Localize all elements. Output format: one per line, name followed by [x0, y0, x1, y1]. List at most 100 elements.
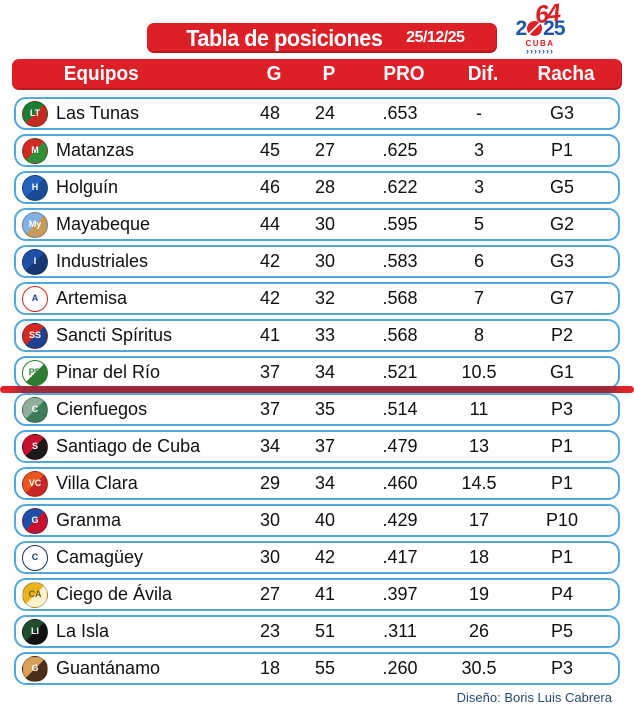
team-wins: 44	[259, 214, 281, 234]
standings-rows: LT Las Tunas 48 24 .653 - G3 M Matanzas …	[0, 97, 634, 685]
team-logo-initials: C	[31, 404, 39, 414]
team-losses: 34	[314, 473, 336, 493]
team-row: C Camagüey 30 42 .417 18 P1	[14, 541, 620, 574]
team-average: .521	[382, 362, 418, 382]
team-losses: 51	[314, 621, 336, 641]
team-wins: 48	[259, 103, 281, 123]
team-logo-icon: A	[22, 285, 48, 312]
team-logo-icon: I	[22, 248, 48, 275]
team-streak: P3	[550, 658, 574, 678]
team-streak: P1	[550, 436, 574, 456]
team-losses: 40	[314, 510, 336, 530]
team-name: Matanzas	[56, 140, 135, 160]
team-name: Camagüey	[56, 547, 144, 567]
team-losses: 55	[314, 658, 336, 678]
team-row: C Cienfuegos 37 35 .514 11 P3	[14, 393, 620, 426]
team-wins: 23	[259, 621, 281, 641]
team-streak: P3	[550, 399, 574, 419]
series-64-logo: 64 2 25 CUBA ›››››››	[498, 0, 582, 58]
team-streak: G7	[549, 288, 574, 308]
column-games-behind: Dif.	[467, 63, 499, 85]
team-row: G Granma 30 40 .429 17 P10	[14, 504, 620, 537]
team-wins: 18	[259, 658, 281, 678]
team-name: Ciego de Ávila	[56, 584, 173, 604]
column-equipos: Equipos	[63, 63, 139, 85]
team-logo-icon: C	[22, 544, 48, 571]
team-wins: 42	[259, 251, 281, 271]
team-logo-initials: C	[31, 552, 39, 562]
team-streak: P1	[550, 473, 574, 493]
team-wins: 42	[259, 288, 281, 308]
column-average: PRO	[383, 63, 425, 85]
team-average: .568	[382, 288, 418, 308]
team-row: M Matanzas 45 27 .625 3 P1	[14, 134, 620, 167]
team-name: Villa Clara	[56, 473, 138, 493]
team-games-behind: 30.5	[461, 658, 497, 678]
team-average: .417	[382, 547, 418, 567]
team-games-behind: 7	[473, 288, 484, 308]
team-losses: 30	[314, 214, 336, 234]
team-logo-initials: LT	[29, 108, 41, 118]
team-name: La Isla	[56, 621, 110, 641]
team-logo-initials: H	[31, 182, 39, 192]
team-logo-icon: G	[22, 655, 48, 682]
team-losses: 33	[314, 325, 336, 345]
team-average: .311	[383, 621, 417, 641]
column-losses: P	[322, 63, 336, 85]
team-losses: 32	[314, 288, 336, 308]
team-logo-icon: M	[22, 137, 48, 164]
team-average: .397	[382, 584, 418, 604]
team-name: Industriales	[56, 251, 149, 271]
team-wins: 27	[259, 584, 281, 604]
team-row: LT Las Tunas 48 24 .653 - G3	[14, 97, 620, 130]
design-credit: Diseño: Boris Luis Cabrera	[456, 690, 612, 705]
series-number: 64	[533, 0, 561, 30]
team-logo-initials: M	[31, 145, 39, 155]
column-streak: Racha	[537, 63, 595, 85]
team-row: VC Villa Clara 29 34 .460 14.5 P1	[14, 467, 620, 500]
team-logo-icon: CA	[22, 581, 48, 608]
team-name: Granma	[56, 510, 122, 530]
team-average: .460	[382, 473, 418, 493]
team-wins: 34	[259, 436, 281, 456]
team-logo-icon: SS	[22, 322, 48, 349]
team-games-behind: 26	[468, 621, 490, 641]
column-wins: G	[266, 63, 282, 85]
team-games-behind: 6	[473, 251, 484, 271]
team-average: .260	[382, 658, 418, 678]
team-logo-initials: My	[28, 219, 42, 229]
team-name: Artemisa	[56, 288, 128, 308]
team-logo-icon: LT	[22, 100, 48, 127]
team-average: .568	[382, 325, 418, 345]
title-bar: Tabla de posiciones 25/12/25	[147, 23, 497, 53]
team-games-behind: -	[476, 103, 482, 123]
team-streak: G1	[549, 362, 574, 382]
team-row: SS Sancti Spíritus 41 33 .568 8 P2	[14, 319, 620, 352]
team-wins: 30	[259, 547, 281, 567]
team-row: PR Pinar del Río 37 34 .521 10.5 G1	[14, 356, 620, 389]
team-row: G Guantánamo 18 55 .260 30.5 P3	[14, 652, 620, 685]
team-logo-initials: G	[31, 515, 39, 525]
team-streak: P1	[550, 140, 574, 160]
team-average: .429	[382, 510, 418, 530]
team-logo-icon: C	[22, 396, 48, 423]
team-wins: 46	[259, 177, 281, 197]
series-year: 2 25	[515, 18, 565, 39]
team-games-behind: 10.5	[461, 362, 497, 382]
team-name: Holguín	[56, 177, 119, 197]
team-losses: 42	[314, 547, 336, 567]
team-logo-initials: SS	[28, 330, 41, 340]
team-name: Sancti Spíritus	[56, 325, 173, 345]
team-streak: P4	[550, 584, 574, 604]
team-logo-initials: VC	[28, 478, 42, 488]
team-average: .653	[382, 103, 418, 123]
team-wins: 37	[259, 362, 281, 382]
team-name: Pinar del Río	[56, 362, 161, 382]
team-losses: 41	[314, 584, 336, 604]
team-logo-icon: H	[22, 174, 48, 201]
team-streak: P2	[550, 325, 574, 345]
team-streak: G2	[549, 214, 574, 234]
team-logo-initials: G	[31, 663, 39, 673]
team-games-behind: 19	[468, 584, 490, 604]
team-wins: 41	[259, 325, 281, 345]
